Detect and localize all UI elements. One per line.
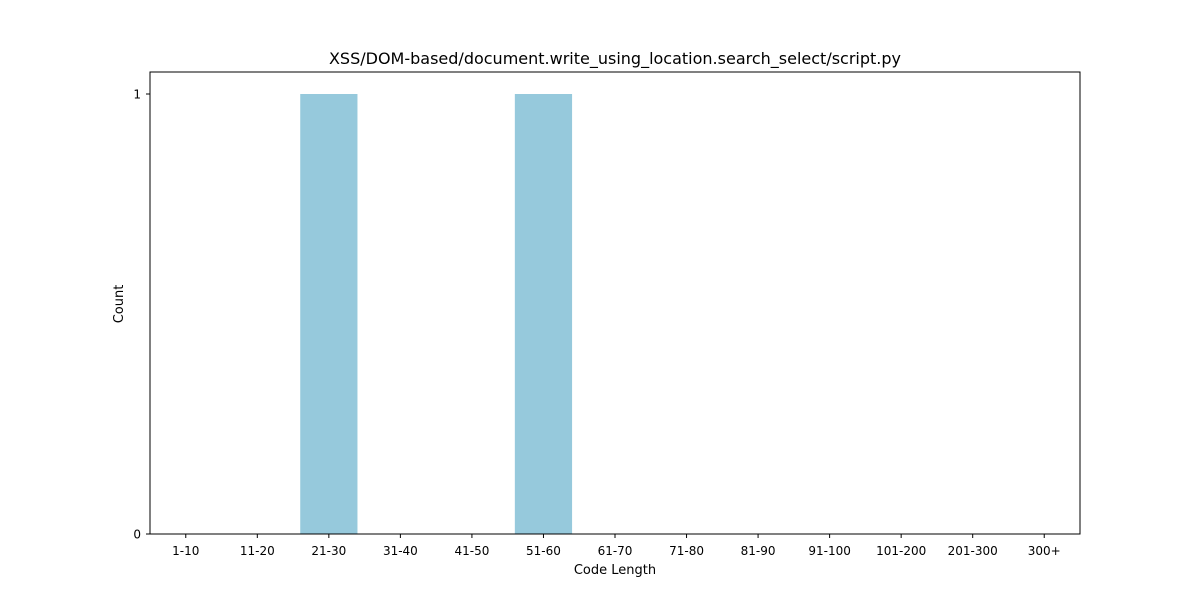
x-tick-label: 61-70 <box>598 544 633 558</box>
y-tick-label: 0 <box>133 528 141 542</box>
y-axis-ticks: 01 <box>133 88 150 542</box>
x-tick-label: 41-50 <box>454 544 489 558</box>
bar-51-60 <box>514 94 573 534</box>
plot-area <box>300 94 573 534</box>
x-tick-label: 300+ <box>1028 544 1061 558</box>
x-tick-label: 21-30 <box>311 544 346 558</box>
y-tick-label: 1 <box>133 88 141 102</box>
x-tick-label: 11-20 <box>240 544 275 558</box>
chart-title: XSS/DOM-based/document.write_using_locat… <box>329 49 901 69</box>
bar-21-30 <box>300 94 358 534</box>
y-axis-label: Count <box>112 285 127 324</box>
x-tick-label: 51-60 <box>526 544 561 558</box>
x-tick-label: 91-100 <box>808 544 851 558</box>
x-tick-label: 81-90 <box>741 544 776 558</box>
x-tick-label: 1-10 <box>172 544 199 558</box>
x-tick-label: 201-300 <box>948 544 998 558</box>
x-axis-label: Code Length <box>574 563 656 578</box>
x-axis-ticks: 1-10 11-20 21-30 31-40 41-50 51-60 61-70 71-80 8… <box>172 534 1061 558</box>
plot-frame <box>149 71 1081 535</box>
x-tick-label: 71-80 <box>669 544 704 558</box>
x-tick-label: 31-40 <box>383 544 418 558</box>
x-tick-label: 101-200 <box>876 544 926 558</box>
